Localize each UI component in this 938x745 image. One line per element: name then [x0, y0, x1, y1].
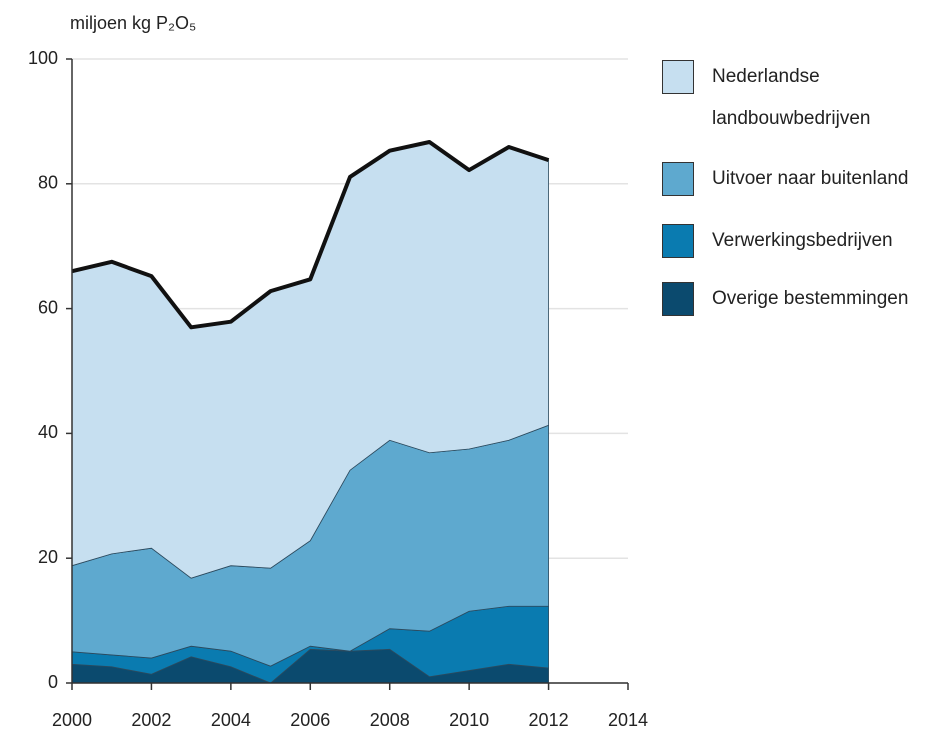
y-tick-label: 80	[38, 173, 58, 193]
legend-swatch	[662, 162, 694, 196]
total-outline	[71, 139, 550, 330]
x-tick-label: 2014	[608, 710, 648, 730]
y-tick-label: 20	[38, 547, 58, 567]
legend-label: Verwerkingsbedrijven	[712, 230, 893, 251]
legend-item: Nederlandse landbouwbedrijven	[662, 60, 934, 140]
x-tick-label: 2012	[529, 710, 569, 730]
y-axis-label: miljoen kg P₂O₅	[70, 13, 196, 33]
legend-item: Overige bestemmingen	[662, 282, 934, 320]
legend-swatch	[662, 60, 694, 94]
x-tick-label: 2010	[449, 710, 489, 730]
y-tick-label: 60	[38, 297, 58, 317]
legend-item: Uitvoer naar buitenland	[662, 162, 934, 200]
legend-label: Overige bestemmingen	[712, 288, 909, 309]
legend-label: Uitvoer naar buitenland	[712, 168, 909, 189]
x-tick-label: 2004	[211, 710, 251, 730]
legend-item: Verwerkingsbedrijven	[662, 224, 934, 262]
x-tick-label: 2008	[370, 710, 410, 730]
x-tick-label: 2002	[131, 710, 171, 730]
y-tick-label: 100	[28, 48, 58, 68]
y-tick-label: 40	[38, 422, 58, 442]
x-tick-label: 2000	[52, 710, 92, 730]
legend-label: Nederlandse landbouwbedrijven	[712, 66, 871, 129]
legend-swatch	[662, 224, 694, 258]
x-tick-label: 2006	[290, 710, 330, 730]
legend-swatch	[662, 282, 694, 316]
y-tick-label: 0	[48, 672, 58, 692]
